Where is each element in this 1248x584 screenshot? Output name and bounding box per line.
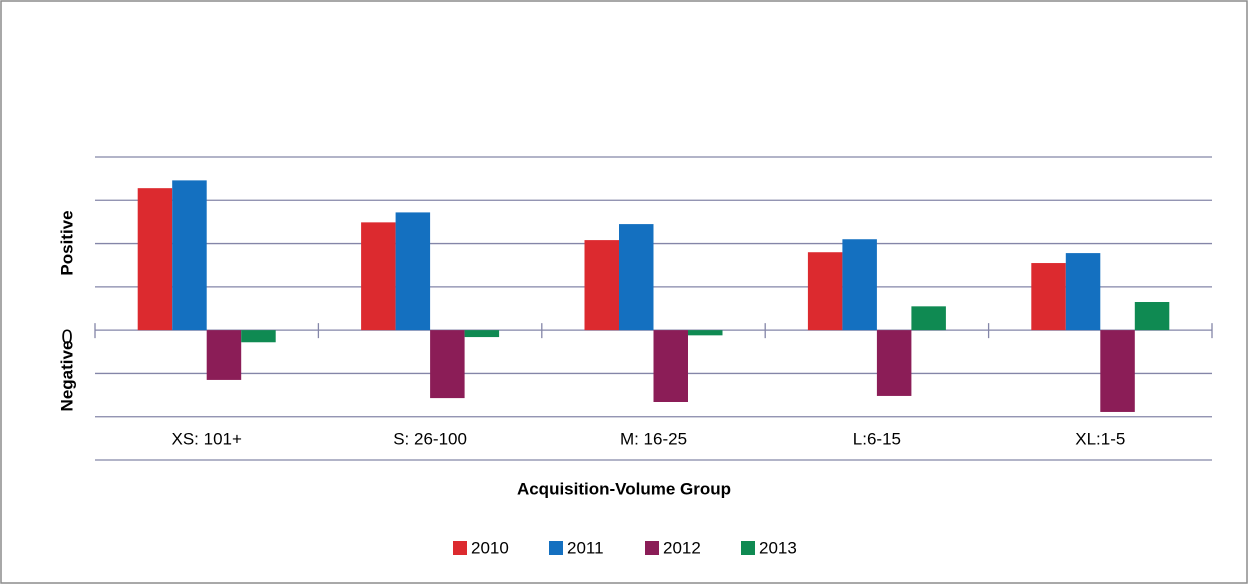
bar	[430, 330, 465, 399]
bar	[688, 330, 723, 336]
bar	[172, 180, 207, 331]
bar	[876, 330, 912, 396]
y-axis-label-positive: Positive	[57, 210, 76, 275]
bar	[807, 252, 843, 331]
bar	[464, 330, 500, 338]
bar	[395, 212, 431, 331]
legend-swatch	[453, 541, 467, 555]
bar	[1100, 330, 1135, 412]
legend-label: 2010	[471, 538, 509, 557]
bar	[241, 330, 276, 343]
bar	[619, 224, 654, 331]
legend-label: 2013	[759, 538, 797, 557]
legend-swatch	[741, 541, 755, 555]
x-tick-label: XL:1-5	[1075, 429, 1125, 448]
x-tick-label: XS: 101+	[171, 429, 241, 448]
y-axis-label-negative: Negative	[57, 341, 76, 412]
bar	[842, 239, 877, 331]
legend-swatch	[645, 541, 659, 555]
bar	[137, 188, 173, 331]
bar	[206, 330, 242, 380]
legend-swatch	[549, 541, 563, 555]
x-tick-label: M: 16-25	[620, 429, 687, 448]
bar	[1065, 253, 1101, 331]
legend-label: 2011	[567, 538, 604, 557]
x-axis-title: Acquisition-Volume Group	[517, 479, 731, 498]
x-tick-label: S: 26-100	[393, 429, 467, 448]
x-tick-label: L:6-15	[853, 429, 901, 448]
bar	[911, 306, 946, 331]
bar	[361, 222, 396, 331]
bar	[584, 240, 619, 331]
bar	[1134, 302, 1170, 331]
y-tick-label: 0	[61, 326, 72, 348]
legend-label: 2012	[663, 538, 701, 557]
bar	[1031, 263, 1066, 331]
bar	[653, 330, 688, 402]
